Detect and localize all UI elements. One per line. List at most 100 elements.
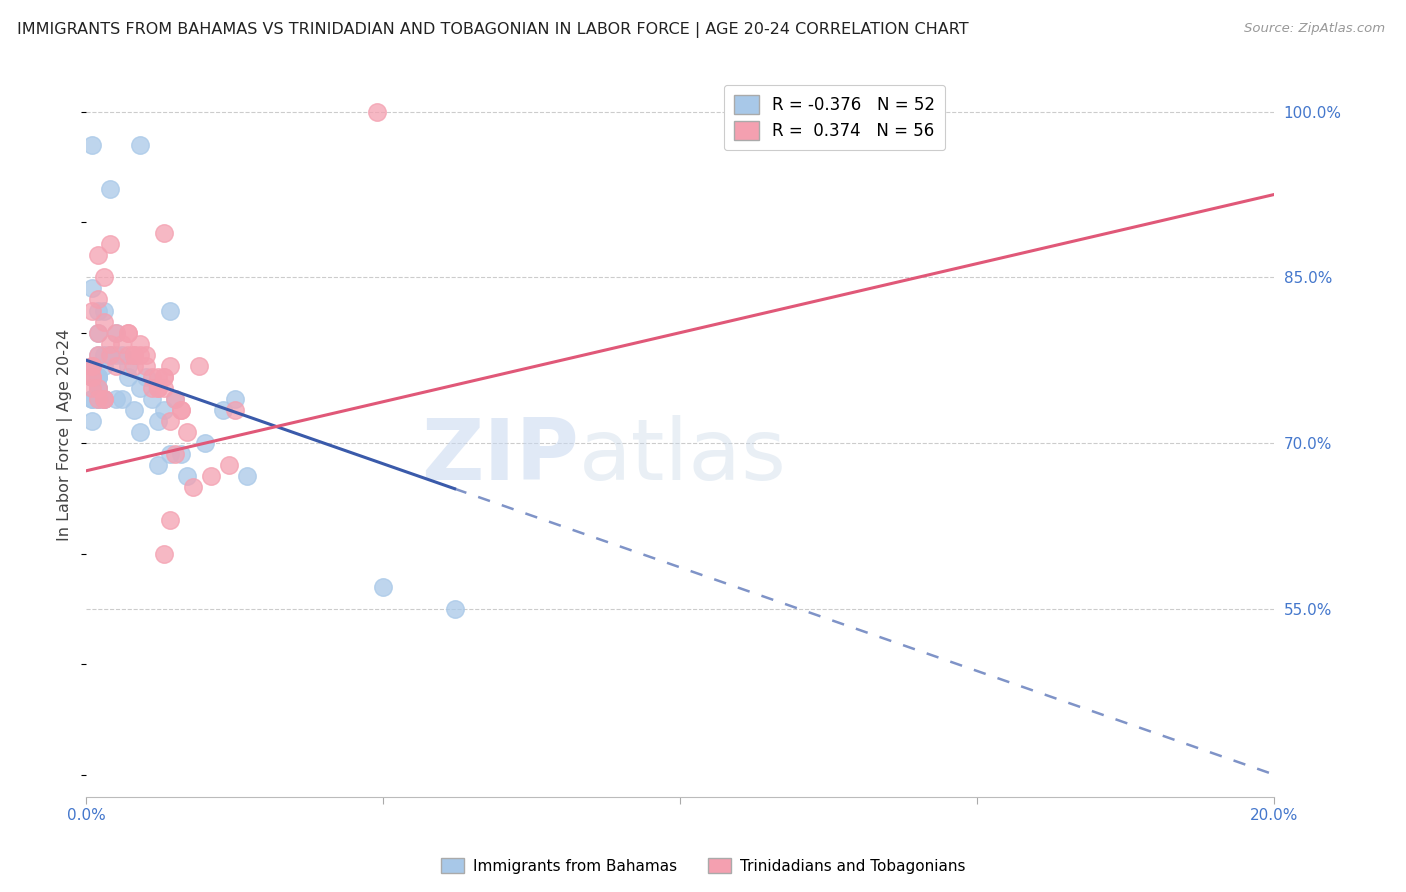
Point — [170, 403, 193, 417]
Point — [98, 348, 121, 362]
Point — [146, 381, 169, 395]
Point — [122, 359, 145, 373]
Point — [117, 348, 139, 362]
Point — [122, 348, 145, 362]
Point — [135, 359, 157, 373]
Point — [135, 348, 157, 362]
Point — [152, 369, 174, 384]
Point — [82, 392, 104, 406]
Point — [87, 369, 110, 384]
Point — [152, 403, 174, 417]
Point — [165, 392, 187, 406]
Point — [235, 469, 257, 483]
Point — [128, 425, 150, 439]
Point — [366, 104, 388, 119]
Point — [98, 348, 121, 362]
Text: ZIP: ZIP — [422, 415, 579, 498]
Point — [105, 326, 128, 340]
Point — [87, 381, 110, 395]
Point — [146, 381, 169, 395]
Point — [93, 270, 115, 285]
Point — [93, 392, 115, 406]
Point — [93, 303, 115, 318]
Point — [152, 369, 174, 384]
Point — [117, 326, 139, 340]
Point — [87, 369, 110, 384]
Point — [141, 392, 163, 406]
Point — [152, 547, 174, 561]
Point — [82, 369, 104, 384]
Point — [98, 182, 121, 196]
Point — [87, 369, 110, 384]
Point — [117, 359, 139, 373]
Text: Source: ZipAtlas.com: Source: ZipAtlas.com — [1244, 22, 1385, 36]
Point — [82, 359, 104, 373]
Point — [87, 293, 110, 307]
Point — [98, 237, 121, 252]
Point — [93, 315, 115, 329]
Point — [443, 602, 465, 616]
Text: atlas: atlas — [579, 415, 787, 498]
Point — [200, 469, 222, 483]
Point — [128, 381, 150, 395]
Point — [165, 447, 187, 461]
Point — [141, 381, 163, 395]
Point — [82, 359, 104, 373]
Point — [82, 369, 104, 384]
Point — [82, 392, 104, 406]
Point — [87, 392, 110, 406]
Point — [159, 414, 181, 428]
Point — [135, 369, 157, 384]
Point — [93, 348, 115, 362]
Point — [170, 447, 193, 461]
Point — [159, 359, 181, 373]
Point — [93, 392, 115, 406]
Point — [373, 580, 395, 594]
Point — [87, 392, 110, 406]
Point — [146, 369, 169, 384]
Point — [165, 392, 187, 406]
Point — [82, 281, 104, 295]
Point — [82, 414, 104, 428]
Point — [194, 436, 217, 450]
Point — [82, 381, 104, 395]
Point — [87, 381, 110, 395]
Point — [181, 480, 204, 494]
Point — [93, 359, 115, 373]
Point — [111, 392, 134, 406]
Point — [87, 348, 110, 362]
Point — [159, 513, 181, 527]
Point — [128, 348, 150, 362]
Point — [87, 326, 110, 340]
Point — [105, 359, 128, 373]
Point — [87, 348, 110, 362]
Point — [105, 326, 128, 340]
Legend: Immigrants from Bahamas, Trinidadians and Tobagonians: Immigrants from Bahamas, Trinidadians an… — [434, 852, 972, 880]
Point — [159, 303, 181, 318]
Point — [224, 403, 246, 417]
Point — [152, 381, 174, 395]
Point — [218, 458, 240, 473]
Point — [122, 348, 145, 362]
Point — [82, 303, 104, 318]
Point — [188, 359, 211, 373]
Point — [111, 336, 134, 351]
Point — [141, 369, 163, 384]
Point — [93, 392, 115, 406]
Point — [82, 359, 104, 373]
Point — [117, 369, 139, 384]
Point — [105, 392, 128, 406]
Point — [176, 469, 198, 483]
Point — [170, 403, 193, 417]
Point — [128, 336, 150, 351]
Point — [152, 226, 174, 240]
Point — [93, 392, 115, 406]
Point — [87, 248, 110, 262]
Point — [117, 326, 139, 340]
Point — [159, 447, 181, 461]
Point — [87, 392, 110, 406]
Point — [82, 369, 104, 384]
Text: IMMIGRANTS FROM BAHAMAS VS TRINIDADIAN AND TOBAGONIAN IN LABOR FORCE | AGE 20-24: IMMIGRANTS FROM BAHAMAS VS TRINIDADIAN A… — [17, 22, 969, 38]
Point — [176, 425, 198, 439]
Point — [98, 336, 121, 351]
